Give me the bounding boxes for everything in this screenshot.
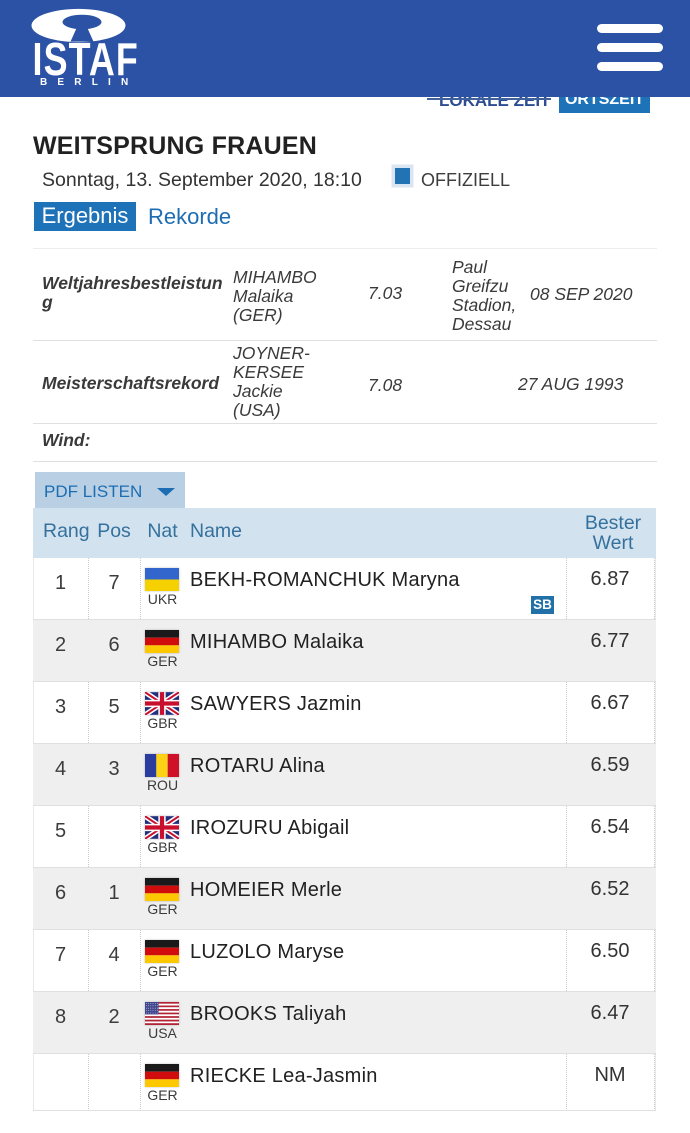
svg-text:ISTAF: ISTAF xyxy=(33,34,137,85)
svg-text:BERLIN: BERLIN xyxy=(40,77,137,88)
